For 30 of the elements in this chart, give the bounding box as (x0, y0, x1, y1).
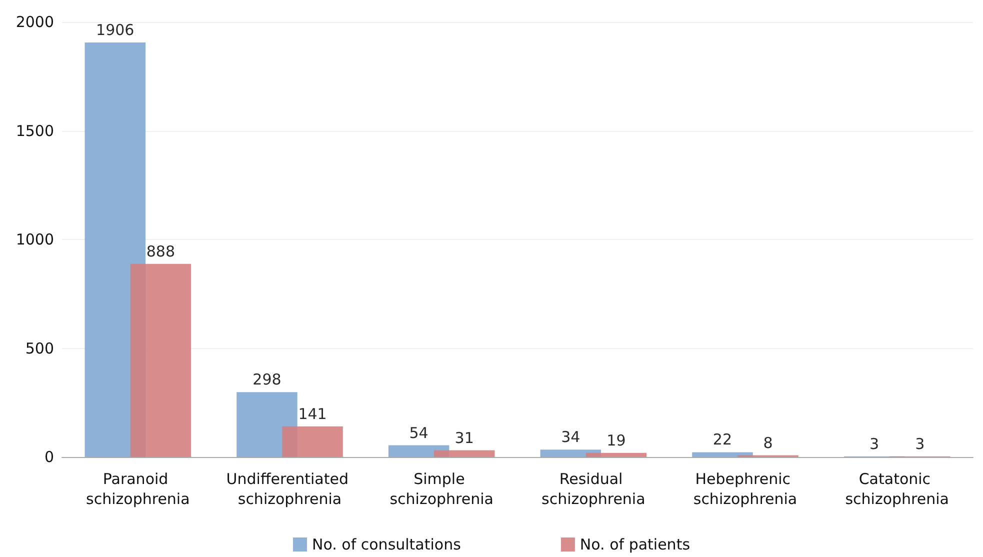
data-label: 298 (252, 370, 282, 389)
data-label: 3 (870, 434, 880, 453)
y-tick-label: 500 (25, 339, 54, 358)
y-tick-label: 1000 (16, 230, 54, 248)
x-tick-label: Undifferentiated schizophrenia (226, 470, 354, 508)
data-label: 3 (915, 434, 925, 453)
bar (434, 450, 495, 457)
data-label: 19 (606, 431, 626, 450)
x-tick-label: Catatonic schizophrenia (845, 470, 949, 508)
bar (692, 452, 753, 457)
bar (282, 426, 343, 457)
x-tick-label: Hebephrenic schizophrenia (693, 470, 798, 508)
x-tick-label: Simple schizophrenia (390, 470, 494, 508)
y-tick-label: 2000 (16, 13, 54, 31)
data-label: 54 (409, 424, 428, 442)
legend-label: No. of patients (580, 536, 690, 554)
data-label: 888 (146, 242, 176, 260)
data-label: 31 (454, 428, 474, 447)
y-tick-label: 0 (44, 448, 54, 466)
data-label: 141 (298, 404, 327, 423)
bar (130, 264, 192, 457)
data-label: 34 (561, 428, 580, 446)
data-label: 22 (712, 430, 732, 449)
legend-label: No. of consultations (312, 536, 462, 554)
data-label: 8 (763, 434, 773, 452)
y-tick-label: 1500 (16, 122, 54, 140)
x-tick-label: Paranoid schizophrenia (86, 470, 190, 508)
bar (586, 452, 647, 457)
data-label: 1906 (96, 20, 134, 39)
x-tick-label: Residual schizophrenia (542, 470, 646, 508)
